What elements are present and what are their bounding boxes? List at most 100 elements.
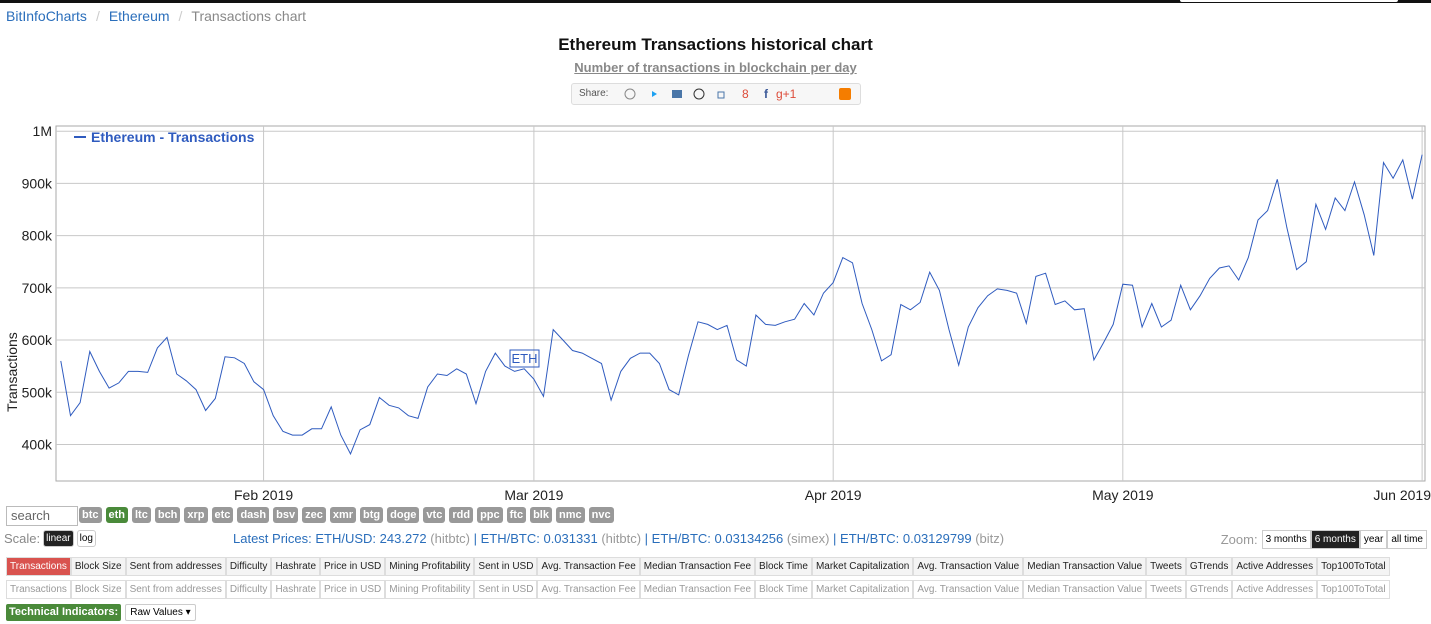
tab[interactable]: Top100ToTotal [1317, 580, 1390, 599]
coin-button[interactable]: nvc [588, 507, 614, 523]
tech-dropdown[interactable]: Raw Values ▾ [125, 604, 196, 621]
crumb[interactable]: BitInfoCharts [6, 8, 87, 24]
coin-button[interactable]: blk [530, 507, 552, 523]
tab[interactable]: Sent from addresses [125, 557, 226, 576]
tab[interactable]: Top100ToTotal [1317, 557, 1390, 576]
chart-title: Ethereum Transactions historical chart [558, 35, 873, 54]
tab[interactable]: Transactions [6, 557, 71, 576]
coin-button[interactable]: bch [154, 507, 181, 523]
price: ETH/BTC: 0.03129799 [840, 531, 972, 546]
zoom-button[interactable]: 3 months [1261, 530, 1311, 549]
share-label: Share: [579, 88, 609, 99]
chart-subtitle: Number of transactions in blockchain per… [574, 60, 857, 75]
coin-button[interactable]: rdd [449, 507, 474, 523]
price: Latest Prices: ETH/USD: 243.272 [233, 531, 427, 546]
tab[interactable]: Median Transaction Fee [639, 557, 756, 576]
coin-button[interactable]: zec [302, 507, 326, 523]
coin-buttons: btc eth ltc bch xrp etc dash bsv zec xmr btg doge vt… [79, 507, 614, 523]
tab[interactable]: Hashrate [271, 580, 321, 599]
tab[interactable]: Difficulty [225, 557, 272, 576]
tab[interactable]: Avg. Transaction Fee [537, 580, 640, 599]
tab[interactable]: Block Time [755, 580, 812, 599]
search-input[interactable]: search [6, 506, 78, 526]
share-bar: Share: 8 f g+1 [571, 83, 861, 105]
tab[interactable]: Tweets [1146, 557, 1186, 576]
zoom-button[interactable]: year [1359, 530, 1388, 549]
price-source: (simex) [786, 531, 830, 546]
coin-button[interactable]: vtc [423, 507, 446, 523]
chart: Transactions 400k 500k 600k 700k 800k 900k 1M F… [4, 123, 1431, 503]
svg-text:g+1: g+1 [776, 87, 797, 101]
tab[interactable]: Transactions [6, 580, 71, 599]
tab[interactable]: Active Addresses [1232, 557, 1318, 576]
y-tick-label: 600k [22, 332, 53, 348]
coin-button[interactable]: doge [387, 507, 420, 523]
annotation: ETH [512, 351, 538, 366]
scale-button[interactable]: linear [43, 530, 74, 547]
metric-tabs: Transactions Block Size Sent from addresse… [6, 557, 1390, 576]
tab[interactable]: Median Transaction Value [1023, 580, 1147, 599]
separator: | [641, 531, 652, 546]
price-source: (hitbtc) [430, 531, 471, 546]
breadcrumb: BitInfoCharts / Ethereum / Transactions char… [6, 8, 307, 24]
tab[interactable]: Avg. Transaction Value [913, 580, 1024, 599]
y-tick-label: 900k [22, 175, 53, 191]
zoom: Zoom: 3 months 6 months year all time [1221, 530, 1427, 549]
coin-button[interactable]: xrp [184, 507, 208, 523]
coin-button[interactable]: etc [211, 507, 234, 523]
tab[interactable]: GTrends [1185, 557, 1233, 576]
tab[interactable]: Avg. Transaction Value [913, 557, 1024, 576]
y-tick-label: 800k [22, 228, 53, 244]
coin-button[interactable]: ppc [477, 507, 503, 523]
scale: Scale: linear log [4, 530, 96, 547]
zoom-button[interactable]: all time [1387, 530, 1427, 549]
coin-button[interactable]: btg [360, 507, 384, 523]
coin-button[interactable]: bsv [273, 507, 299, 523]
tab[interactable]: Block Size [70, 557, 126, 576]
tab[interactable]: Mining Profitability [385, 580, 475, 599]
x-tick-label: May 2019 [1092, 487, 1154, 503]
tab[interactable]: Median Transaction Fee [639, 580, 756, 599]
tab[interactable]: Hashrate [271, 557, 321, 576]
coin-button[interactable]: xmr [329, 507, 357, 523]
latest-prices: Latest Prices: ETH/USD: 243.272 (hitbtc)… [233, 531, 1004, 546]
tab[interactable]: Market Capitalization [811, 580, 914, 599]
y-tick-label: 400k [22, 436, 53, 452]
price-source: (hitbtc) [601, 531, 642, 546]
top-search[interactable] [1180, 0, 1398, 2]
coin-button[interactable]: nmc [555, 507, 585, 523]
tab[interactable]: Price in USD [320, 557, 386, 576]
price: ETH/BTC: 0.031331 [480, 531, 598, 546]
separator: | [829, 531, 841, 546]
tab[interactable]: Market Capitalization [811, 557, 914, 576]
coin-button[interactable]: ltc [132, 507, 151, 523]
tab[interactable]: Sent from addresses [125, 580, 226, 599]
tab[interactable]: Active Addresses [1232, 580, 1318, 599]
tab[interactable]: Sent in USD [474, 580, 538, 599]
x-tick-label: Apr 2019 [805, 487, 862, 503]
scale-button[interactable]: log [76, 530, 96, 547]
tab[interactable]: Tweets [1146, 580, 1186, 599]
svg-text:f: f [764, 87, 769, 101]
tab[interactable]: Median Transaction Value [1023, 557, 1147, 576]
coin-button[interactable]: dash [237, 507, 270, 523]
top-bar [0, 0, 1431, 3]
tab[interactable]: Block Time [755, 557, 812, 576]
tab[interactable]: Difficulty [225, 580, 272, 599]
zoom-button[interactable]: 6 months [1310, 530, 1360, 549]
scale-label: Scale: [4, 531, 41, 546]
share-icons[interactable]: 8 f g+1 [572, 84, 860, 104]
tab[interactable]: Block Size [70, 580, 126, 599]
coin-button[interactable]: eth [105, 507, 128, 523]
x-tick-label: Feb 2019 [234, 487, 293, 503]
crumb[interactable]: Ethereum [108, 8, 170, 24]
tab[interactable]: Avg. Transaction Fee [537, 557, 640, 576]
tab[interactable]: Sent in USD [474, 557, 538, 576]
coin-button[interactable]: btc [79, 507, 102, 523]
coin-button[interactable]: ftc [506, 507, 527, 523]
tab[interactable]: Price in USD [320, 580, 386, 599]
x-tick-label: Jun 2019 [1373, 487, 1431, 503]
tab[interactable]: GTrends [1185, 580, 1233, 599]
y-tick-label: 500k [22, 384, 53, 400]
tab[interactable]: Mining Profitability [385, 557, 475, 576]
